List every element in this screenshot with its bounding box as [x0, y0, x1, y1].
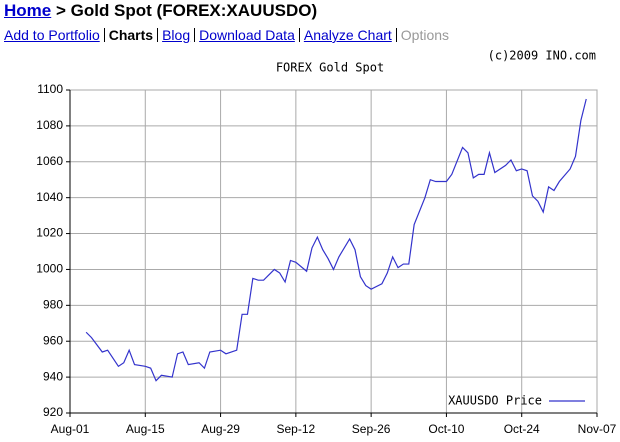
nav-separator: [298, 28, 300, 42]
chart-title: FOREX Gold Spot: [276, 61, 384, 75]
nav-item: Charts: [108, 27, 154, 43]
nav-item: Options: [400, 27, 450, 43]
y-tick-label: 1020: [36, 226, 63, 240]
y-tick-label: 920: [43, 405, 63, 419]
x-tick-label: Sep-26: [352, 422, 391, 436]
nav-separator: [395, 28, 397, 42]
x-tick-label: Nov-07: [578, 422, 617, 436]
y-tick-label: 1000: [36, 262, 63, 276]
x-tick-label: Oct-24: [504, 422, 540, 436]
y-tick-label: 1040: [36, 190, 63, 204]
nav-item[interactable]: Add to Portfolio: [4, 27, 100, 43]
x-tick-label: Aug-29: [201, 422, 240, 436]
nav-separator: [103, 28, 105, 42]
nav-separator: [157, 28, 159, 42]
plot-area: [69, 89, 598, 414]
price-line: [85, 98, 587, 382]
y-tick-label: 940: [43, 369, 63, 383]
x-tick-label: Aug-01: [51, 422, 90, 436]
y-tick-label: 1100: [37, 82, 63, 96]
x-tick-label: Sep-12: [277, 422, 316, 436]
header: Home > Gold Spot (FOREX:XAUUSDO): [4, 1, 317, 21]
y-tick-label: 960: [43, 333, 63, 347]
y-tick-label: 1080: [36, 118, 63, 132]
copyright: (c)2009 INO.com: [488, 49, 596, 63]
page-title: > Gold Spot (FOREX:XAUUSDO): [55, 1, 318, 20]
nav-bar: Add to Portfolio Charts Blog Download Data A…: [4, 27, 449, 43]
nav-item[interactable]: Blog: [162, 27, 191, 43]
legend-label: XAUUSDO Price: [448, 394, 542, 408]
y-tick-label: 980: [43, 298, 63, 312]
y-tick-label: 1060: [36, 154, 63, 168]
home-link[interactable]: Home: [4, 1, 52, 20]
nav-separator: [194, 28, 196, 42]
x-tick-label: Oct-10: [428, 422, 464, 436]
nav-item[interactable]: Download Data: [199, 27, 295, 43]
x-tick-label: Aug-15: [126, 422, 165, 436]
nav-item[interactable]: Analyze Chart: [303, 27, 392, 43]
